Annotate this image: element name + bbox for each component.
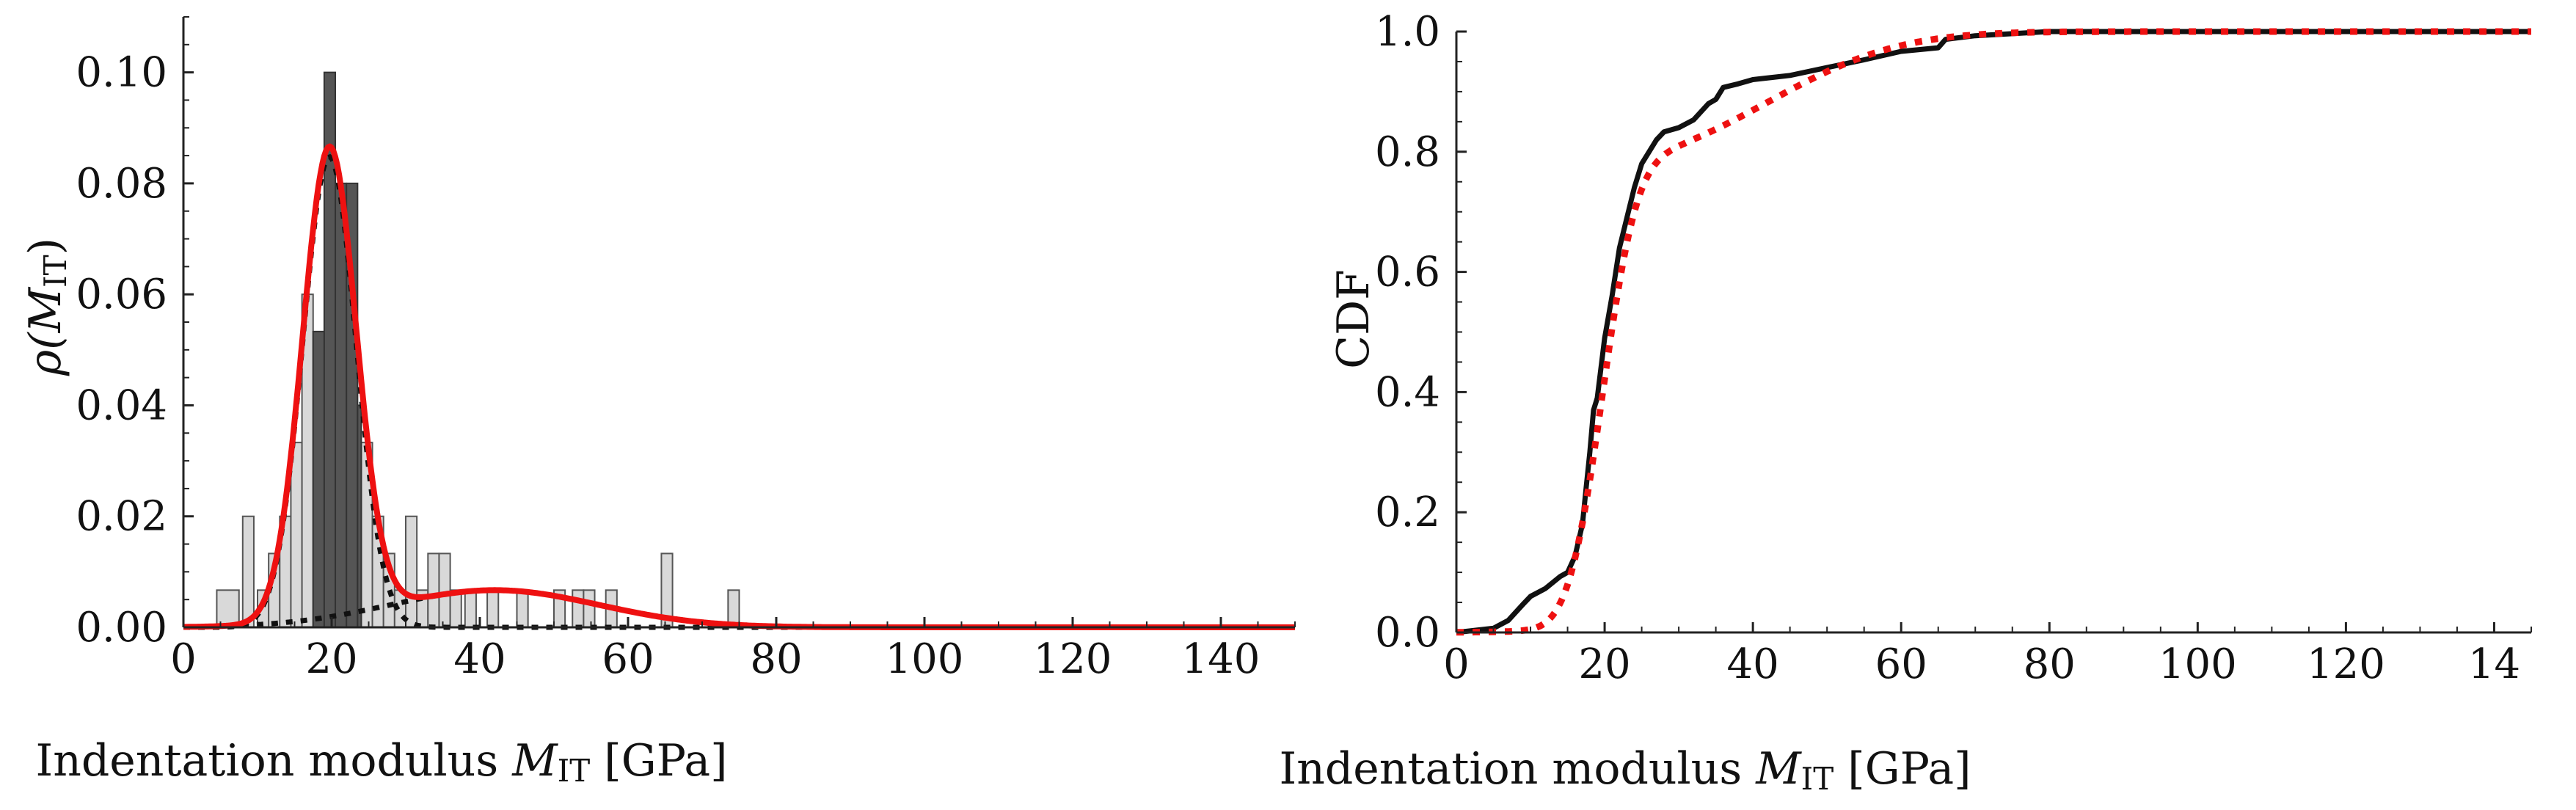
histogram-x-tick-label: 120 bbox=[1034, 635, 1112, 683]
cdf-y-tick-label: 1.0 bbox=[1375, 8, 1440, 56]
cdf-empirical-line bbox=[1456, 29, 2531, 635]
histogram-bar-light bbox=[516, 589, 529, 628]
cdf-x-tick-label: 120 bbox=[2307, 641, 2385, 688]
histogram-bar-light bbox=[438, 552, 451, 628]
histogram-y-axis-label: ρ(MIT) bbox=[20, 238, 73, 376]
histogram-x-tick-label: 80 bbox=[750, 635, 802, 683]
cdf-y-tick-label: 0.2 bbox=[1375, 489, 1440, 536]
cdf-marks bbox=[1456, 28, 2531, 636]
histogram-bar-light bbox=[427, 552, 440, 628]
histogram-x-axis-label: Indentation modulus MIT [GPa] bbox=[36, 735, 728, 789]
cdf-x-axis-label: Indentation modulus MIT [GPa] bbox=[1280, 743, 1971, 797]
histogram-marks bbox=[182, 71, 1296, 630]
histogram-y-tick-label: 0.08 bbox=[76, 160, 167, 208]
histogram-axes: 0 20 40 60 80 100 120 140 0.00 0.02 0.04 0.06 0.08 0.… bbox=[76, 16, 1296, 683]
cdf-fit-line bbox=[1456, 28, 2531, 636]
cdf-y-tick-label: 0.6 bbox=[1375, 249, 1440, 296]
histogram-bar-light bbox=[464, 589, 477, 628]
histogram-y-tick-label: 0.06 bbox=[76, 271, 167, 318]
cdf-axes: 0 20 40 60 80 100 120 14 0.0 0.2 0.4 0.6 0.8 1.0 bbox=[1375, 8, 2532, 688]
cdf-y-tick-label: 0.0 bbox=[1375, 609, 1440, 657]
cdf-y-axis-label: CDF bbox=[1328, 269, 1379, 369]
histogram-x-tick-label: 140 bbox=[1182, 635, 1260, 683]
histogram-bar-light bbox=[290, 442, 303, 629]
histogram-x-tick-label: 0 bbox=[170, 635, 197, 683]
cdf-x-tick-label: 80 bbox=[2024, 641, 2076, 688]
histogram-x-tick-label: 40 bbox=[453, 635, 506, 683]
cdf-x-tick-label: 20 bbox=[1578, 641, 1630, 688]
histogram-x-tick-label: 20 bbox=[305, 635, 357, 683]
histogram-bar-dark bbox=[312, 330, 325, 628]
histogram-bar-light bbox=[241, 515, 255, 629]
histogram-bar-light bbox=[486, 589, 500, 628]
cdf-panel: 0 20 40 60 80 100 120 14 0.0 0.2 0.4 0.6 0.8 1.0 Inde… bbox=[1280, 8, 2532, 797]
cdf-y-tick-label: 0.4 bbox=[1375, 368, 1440, 416]
histogram-y-tick-label: 0.00 bbox=[76, 604, 167, 652]
histogram-bar-light bbox=[583, 589, 596, 628]
cdf-x-tick-label: 40 bbox=[1727, 641, 1779, 688]
histogram-bar-light bbox=[572, 589, 585, 628]
histogram-x-tick-label: 60 bbox=[602, 635, 654, 683]
histogram-y-tick-label: 0.04 bbox=[76, 382, 167, 429]
histogram-bar-light bbox=[405, 515, 418, 629]
histogram-y-tick-label: 0.02 bbox=[76, 493, 167, 541]
cdf-y-tick-label: 0.8 bbox=[1375, 128, 1440, 176]
histogram-panel: 0 20 40 60 80 100 120 140 0.00 0.02 0.04 0.06 0.08 0.… bbox=[20, 16, 1296, 789]
cdf-x-tick-label: 14 bbox=[2468, 641, 2520, 688]
histogram-bar-dark bbox=[357, 404, 362, 628]
histogram-bar-dark bbox=[335, 182, 348, 628]
cdf-x-tick-label: 60 bbox=[1875, 641, 1927, 688]
histogram-x-tick-label: 100 bbox=[886, 635, 964, 683]
cdf-x-tick-label: 0 bbox=[1443, 641, 1470, 688]
histogram-y-tick-label: 0.10 bbox=[76, 49, 167, 97]
cdf-x-tick-label: 100 bbox=[2159, 641, 2237, 688]
